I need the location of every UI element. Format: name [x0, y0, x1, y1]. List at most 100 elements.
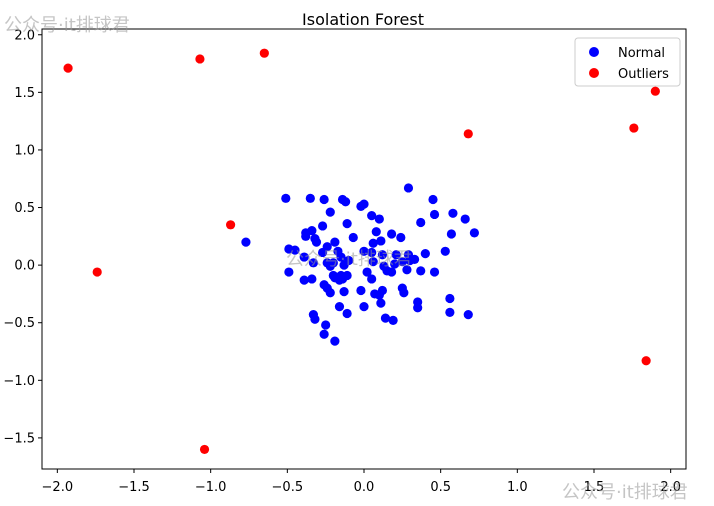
point-normal-48 [308, 258, 318, 268]
point-normal-36 [318, 247, 328, 258]
point-normal-89 [342, 308, 352, 319]
point-normal-2 [319, 194, 329, 205]
point-normal-22 [387, 229, 397, 239]
legend-marker-outliers [589, 68, 599, 78]
point-normal-95 [463, 310, 473, 320]
y-tick-label: 1.5 [14, 86, 35, 101]
point-normal-27 [348, 232, 358, 243]
point-normal-46 [299, 252, 309, 262]
point-outliers-1 [195, 54, 205, 64]
point-normal-59 [284, 267, 294, 277]
point-outliers-7 [92, 267, 102, 277]
point-normal-86 [376, 298, 386, 308]
x-axis-ticks: −2.0 −1.5 −1.0 −0.5 0.0 0.5 1.0 1.5 2.0 [42, 469, 681, 495]
point-normal-26 [301, 231, 311, 241]
point-outliers-4 [629, 123, 639, 133]
point-normal-88 [334, 301, 345, 312]
x-tick-label: −2.0 [42, 480, 74, 495]
point-normal-74 [367, 274, 377, 284]
point-normal-83 [399, 288, 409, 298]
point-normal-14 [460, 214, 470, 224]
watermark-bottom-right: 公众号·it排球君 [562, 482, 688, 503]
point-normal-58 [410, 254, 420, 264]
point-normal-9 [448, 208, 458, 218]
legend-marker-normal [589, 47, 599, 57]
legend-label-outliers: Outliers [618, 67, 669, 82]
point-normal-28 [330, 237, 340, 247]
point-normal-98 [321, 320, 331, 330]
point-normal-44 [420, 249, 430, 259]
point-normal-66 [402, 265, 412, 275]
point-normal-93 [445, 293, 455, 304]
point-normal-67 [416, 266, 426, 276]
point-normal-10 [325, 207, 335, 217]
point-normal-32 [376, 236, 386, 246]
point-normal-92 [388, 315, 398, 326]
point-normal-6 [359, 199, 369, 209]
point-normal-53 [368, 257, 378, 267]
point-normal-30 [311, 237, 322, 247]
point-normal-12 [374, 214, 384, 224]
point-normal-100 [330, 336, 340, 346]
point-outliers-0 [63, 63, 73, 73]
point-normal-69 [299, 275, 309, 285]
point-normal-0 [281, 193, 291, 203]
y-tick-label: 0.0 [14, 259, 35, 274]
point-normal-1 [305, 193, 315, 203]
point-normal-55 [390, 259, 400, 269]
point-normal-97 [310, 314, 320, 324]
point-normal-18 [318, 221, 328, 231]
point-normal-79 [356, 285, 366, 296]
point-normal-7 [403, 183, 414, 193]
y-tick-label: 2.0 [14, 28, 35, 43]
point-outliers-8 [641, 356, 651, 366]
point-normal-39 [359, 246, 369, 256]
point-normal-78 [339, 287, 349, 297]
point-normal-8 [428, 194, 438, 205]
x-tick-label: 1.0 [507, 480, 528, 495]
point-normal-35 [290, 245, 300, 255]
series-normal [241, 183, 479, 346]
point-normal-56 [397, 257, 407, 267]
point-normal-50 [328, 258, 338, 268]
point-normal-45 [440, 246, 450, 256]
point-normal-31 [368, 238, 378, 248]
point-normal-94 [445, 307, 455, 317]
point-normal-21 [371, 227, 381, 237]
x-tick-label: 2.0 [660, 480, 681, 495]
point-normal-24 [446, 229, 456, 239]
watermark-top-left: 公众号·it排球君 [4, 15, 130, 36]
x-tick-label: 0.5 [430, 480, 451, 495]
x-tick-label: −1.0 [195, 480, 227, 495]
point-normal-38 [336, 252, 346, 262]
points-layer [63, 48, 660, 455]
point-normal-99 [319, 329, 329, 339]
y-tick-label: −0.5 [3, 316, 35, 331]
point-normal-65 [387, 267, 397, 277]
point-normal-25 [396, 232, 406, 243]
point-normal-91 [380, 313, 391, 323]
point-normal-90 [359, 301, 369, 312]
chart-title: Isolation Forest [302, 10, 424, 29]
y-tick-label: 0.5 [14, 201, 35, 216]
point-normal-68 [429, 267, 440, 277]
point-normal-16 [342, 219, 352, 229]
point-normal-70 [307, 274, 317, 284]
point-outliers-9 [199, 444, 210, 455]
legend-label-normal: Normal [618, 46, 665, 61]
point-normal-40 [367, 247, 377, 258]
point-normal-87 [370, 289, 380, 299]
x-tick-label: 1.5 [584, 480, 605, 495]
point-normal-73 [337, 274, 348, 284]
point-normal-52 [339, 260, 349, 270]
y-tick-label: −1.5 [3, 431, 35, 446]
point-normal-63 [362, 267, 372, 277]
point-normal-42 [391, 250, 401, 260]
y-tick-label: −1.0 [3, 374, 35, 389]
point-normal-13 [429, 209, 440, 220]
y-tick-label: 1.0 [14, 143, 35, 158]
point-normal-4 [341, 197, 351, 207]
point-outliers-6 [226, 220, 236, 230]
watermark-center: 公众号·it排球君 [286, 249, 412, 270]
